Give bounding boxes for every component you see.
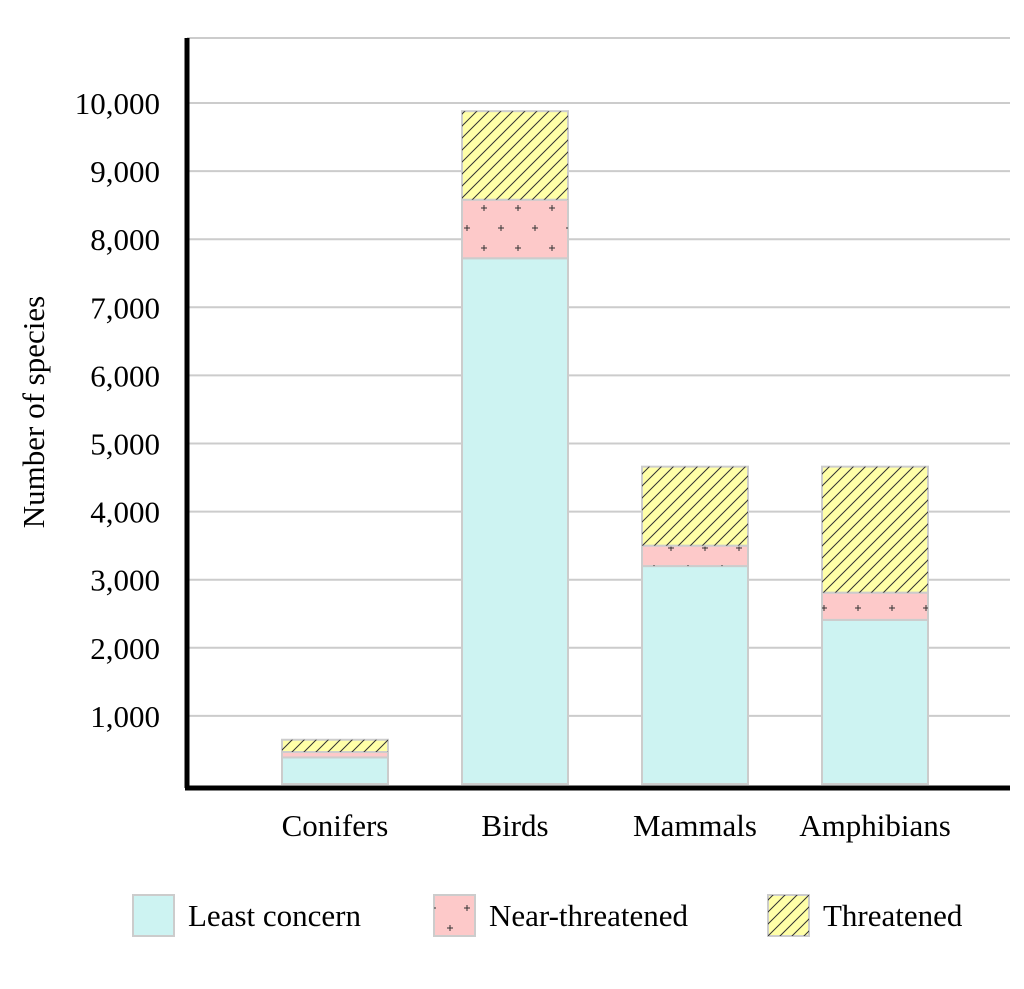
- x-category-label: Amphibians: [799, 808, 951, 843]
- bar-segment: [461, 257, 569, 785]
- bar-segment-pattern: [282, 751, 388, 758]
- axes: [184, 38, 1010, 791]
- y-tick-label: 3,000: [90, 563, 160, 598]
- bar-segment-pattern: [462, 199, 568, 259]
- y-tick-label: 8,000: [90, 222, 160, 257]
- y-tick-label: 1,000: [90, 699, 160, 734]
- bar-segment-pattern: [822, 592, 928, 620]
- legend: Least concern Near-threatened Threatened: [132, 894, 963, 937]
- bar-segment-pattern: [642, 466, 748, 546]
- y-tick-label: 2,000: [90, 631, 160, 666]
- legend-swatch-pattern: [768, 895, 809, 936]
- x-category-label: Birds: [481, 808, 548, 843]
- y-tick-labels: 1,000 2,000 3,000 4,000 5,000 6,000 7,000 8,000…: [75, 86, 160, 734]
- legend-swatch: [132, 894, 175, 937]
- bar-segment: [281, 756, 389, 785]
- x-category-label: Conifers: [282, 808, 389, 843]
- y-tick-label: 7,000: [90, 290, 160, 325]
- x-category-label: Mammals: [633, 808, 757, 843]
- y-tick-label: 5,000: [90, 427, 160, 462]
- legend-swatch-pattern: [434, 895, 475, 936]
- y-tick-label: 10,000: [75, 86, 160, 121]
- legend-label: Least concern: [188, 898, 361, 933]
- bar-segment-pattern: [642, 545, 748, 567]
- bar-segment-pattern: [462, 111, 568, 200]
- y-tick-label: 9,000: [90, 154, 160, 189]
- x-category-labels: Conifers Birds Mammals Amphibians: [282, 808, 951, 843]
- y-tick-label: 6,000: [90, 358, 160, 393]
- legend-label: Threatened: [823, 898, 963, 933]
- y-tick-label: 4,000: [90, 495, 160, 530]
- bars: [281, 110, 929, 786]
- y-axis-title: Number of species: [16, 296, 51, 528]
- bar-segment: [641, 565, 749, 786]
- bar-segment: [821, 618, 929, 786]
- legend-label: Near-threatened: [489, 898, 689, 933]
- gridlines: [187, 37, 1010, 717]
- bar-segment-pattern: [282, 739, 388, 752]
- bar-segment-pattern: [822, 466, 928, 593]
